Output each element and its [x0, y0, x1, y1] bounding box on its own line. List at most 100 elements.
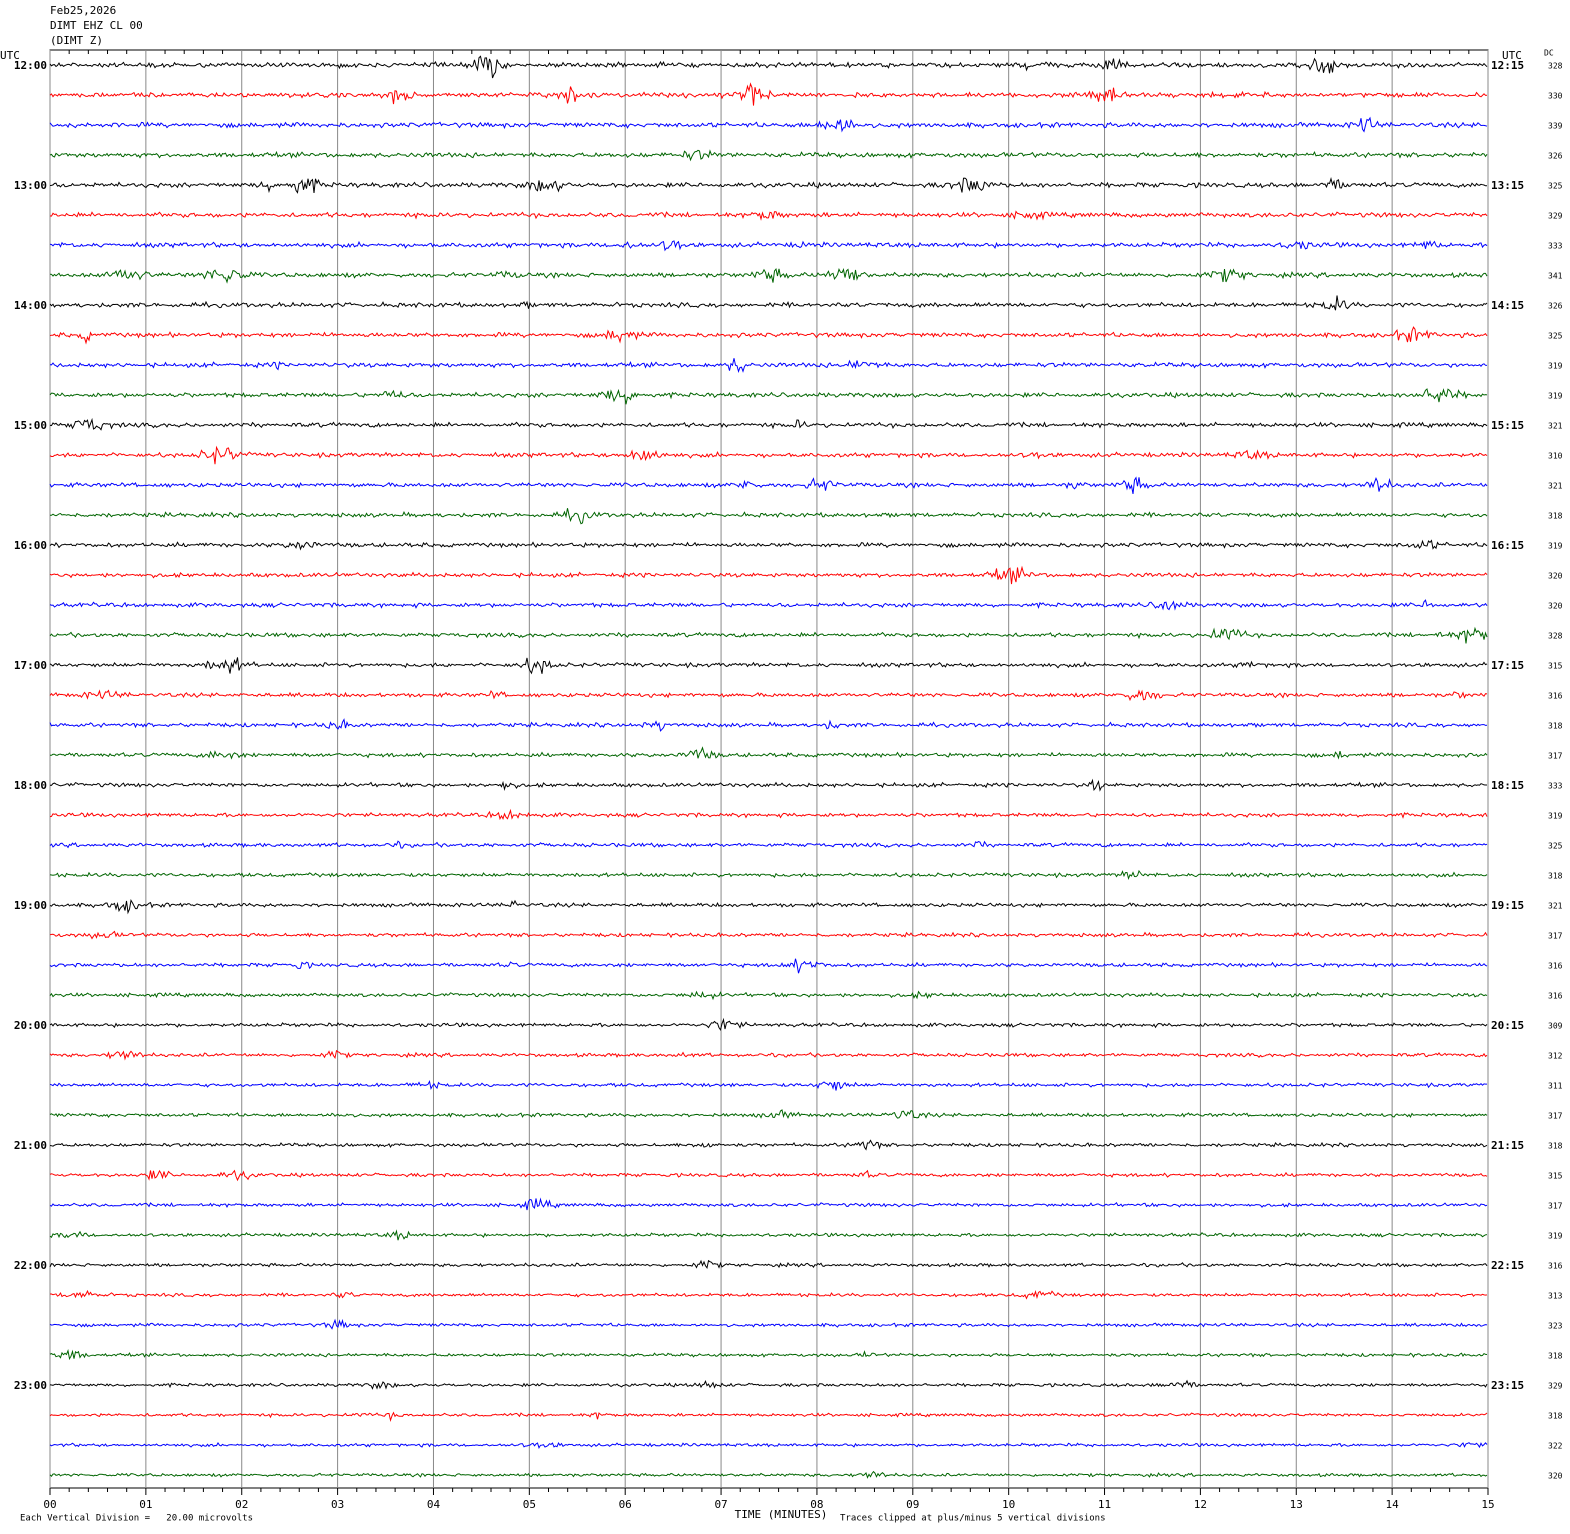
x-tick-label: 06	[619, 1498, 632, 1511]
trace	[49, 1442, 1488, 1450]
trace	[49, 240, 1488, 252]
dc-value: 325	[1548, 182, 1563, 191]
row-time-right: 18:15	[1491, 779, 1524, 792]
x-tick-label: 01	[139, 1498, 152, 1511]
dc-value: 317	[1548, 932, 1563, 941]
x-tick-label: 00	[43, 1498, 56, 1511]
dc-value: 319	[1548, 542, 1563, 551]
dc-value: 319	[1548, 362, 1563, 371]
dc-value: 321	[1548, 482, 1563, 491]
row-time-left: 18:00	[14, 779, 47, 792]
dc-value: 339	[1548, 122, 1563, 131]
dc-value: 320	[1548, 572, 1563, 581]
trace	[49, 116, 1488, 133]
trace	[49, 1318, 1488, 1330]
dc-value: 325	[1548, 332, 1563, 341]
trace	[49, 930, 1488, 940]
dc-value: 321	[1548, 422, 1563, 431]
row-time-right: 21:15	[1491, 1139, 1524, 1152]
dc-value: 318	[1548, 1412, 1563, 1421]
dc-value: 311	[1548, 1082, 1563, 1091]
trace	[49, 778, 1487, 792]
dc-value: 325	[1548, 842, 1563, 851]
row-time-right: 16:15	[1491, 539, 1524, 552]
trace	[49, 388, 1488, 405]
dc-value: 316	[1548, 692, 1563, 701]
dc-value: 318	[1548, 1352, 1563, 1361]
trace	[49, 1049, 1488, 1061]
trace	[49, 210, 1488, 221]
trace	[49, 898, 1488, 915]
x-tick-label: 05	[523, 1498, 536, 1511]
dc-value: 319	[1548, 392, 1563, 401]
trace	[49, 55, 1488, 79]
trace	[50, 508, 1488, 525]
dc-value: 317	[1548, 1202, 1563, 1211]
x-tick-label: 08	[810, 1498, 823, 1511]
trace	[49, 539, 1488, 551]
row-time-left: 15:00	[14, 419, 47, 432]
x-tick-label: 02	[235, 1498, 248, 1511]
footer-scale: Each Vertical Division = 20.00 microvolt…	[20, 1514, 253, 1524]
row-time-right: 17:15	[1491, 659, 1524, 672]
trace	[49, 1379, 1488, 1390]
x-tick-label: 10	[1002, 1498, 1015, 1511]
header-station: DIMT EHZ CL 00	[50, 19, 143, 32]
dc-value: 316	[1548, 1262, 1563, 1271]
row-time-left: 17:00	[14, 659, 47, 672]
trace	[49, 1017, 1488, 1032]
dc-value: 333	[1548, 782, 1563, 791]
x-tick-label: 09	[906, 1498, 919, 1511]
x-tick-label: 03	[331, 1498, 344, 1511]
row-time-right: 12:15	[1491, 59, 1524, 72]
dc-value: 341	[1548, 272, 1563, 281]
dc-label: DC	[1544, 49, 1554, 58]
row-time-right: 15:15	[1491, 419, 1524, 432]
trace	[49, 1139, 1488, 1151]
trace	[49, 718, 1488, 732]
trace	[49, 267, 1488, 284]
trace	[49, 176, 1488, 194]
dc-value: 318	[1548, 872, 1563, 881]
row-time-right: 22:15	[1491, 1259, 1524, 1272]
dc-value: 317	[1548, 1112, 1563, 1121]
dc-value: 333	[1548, 242, 1563, 251]
dc-value: 319	[1548, 812, 1563, 821]
trace	[49, 1259, 1488, 1269]
trace	[49, 326, 1488, 345]
dc-value: 323	[1548, 1322, 1563, 1331]
trace	[49, 1349, 1488, 1361]
trace	[49, 1169, 1488, 1182]
row-time-left: 19:00	[14, 899, 47, 912]
dc-value: 313	[1548, 1292, 1563, 1301]
row-time-left: 20:00	[14, 1019, 47, 1032]
row-time-right: 19:15	[1491, 899, 1524, 912]
trace	[49, 417, 1488, 431]
footer-clip: Traces clipped at plus/minus 5 vertical …	[840, 1514, 1106, 1524]
dc-value: 310	[1548, 452, 1563, 461]
trace	[49, 1080, 1487, 1091]
row-time-right: 23:15	[1491, 1379, 1524, 1392]
trace	[50, 1289, 1488, 1300]
trace	[49, 295, 1488, 311]
trace	[49, 808, 1488, 821]
dc-value: 312	[1548, 1052, 1563, 1061]
trace	[49, 958, 1488, 974]
dc-value: 320	[1548, 1472, 1563, 1481]
trace	[49, 1197, 1488, 1211]
dc-value: 326	[1548, 302, 1563, 311]
header-component: (DIMT Z)	[50, 34, 103, 47]
row-time-left: 21:00	[14, 1139, 47, 1152]
left-axis-label: UTC	[0, 49, 20, 62]
trace	[49, 1229, 1488, 1241]
trace	[49, 626, 1488, 644]
right-axis-label: UTC	[1502, 49, 1522, 62]
x-tick-label: 14	[1386, 1498, 1400, 1511]
trace	[49, 746, 1488, 760]
x-tick-label: 04	[427, 1498, 441, 1511]
row-time-right: 14:15	[1491, 299, 1524, 312]
row-time-left: 16:00	[14, 539, 47, 552]
x-axis-label: TIME (MINUTES)	[735, 1508, 828, 1521]
